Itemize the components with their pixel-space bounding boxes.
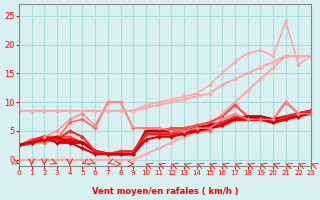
X-axis label: Vent moyen/en rafales ( km/h ): Vent moyen/en rafales ( km/h )	[92, 187, 238, 196]
